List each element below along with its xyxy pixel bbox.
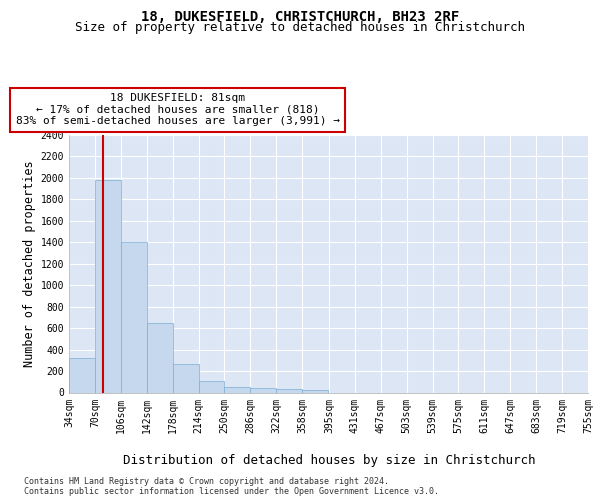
Bar bbox=[199, 381, 224, 392]
Bar bbox=[95, 180, 121, 392]
Text: Contains HM Land Registry data © Crown copyright and database right 2024.: Contains HM Land Registry data © Crown c… bbox=[24, 478, 389, 486]
Text: 18, DUKESFIELD, CHRISTCHURCH, BH23 2RF: 18, DUKESFIELD, CHRISTCHURCH, BH23 2RF bbox=[141, 10, 459, 24]
Bar bbox=[224, 388, 250, 392]
Y-axis label: Number of detached properties: Number of detached properties bbox=[23, 160, 37, 367]
Bar bbox=[147, 323, 173, 392]
Text: 18 DUKESFIELD: 81sqm
← 17% of detached houses are smaller (818)
83% of semi-deta: 18 DUKESFIELD: 81sqm ← 17% of detached h… bbox=[16, 93, 340, 126]
Bar bbox=[250, 388, 277, 392]
Bar bbox=[302, 390, 328, 392]
Bar bbox=[173, 364, 199, 392]
Text: Size of property relative to detached houses in Christchurch: Size of property relative to detached ho… bbox=[75, 22, 525, 35]
Text: Distribution of detached houses by size in Christchurch: Distribution of detached houses by size … bbox=[122, 454, 535, 467]
Bar bbox=[121, 242, 147, 392]
Text: Contains public sector information licensed under the Open Government Licence v3: Contains public sector information licen… bbox=[24, 488, 439, 496]
Bar bbox=[277, 390, 302, 392]
Bar bbox=[69, 358, 95, 392]
